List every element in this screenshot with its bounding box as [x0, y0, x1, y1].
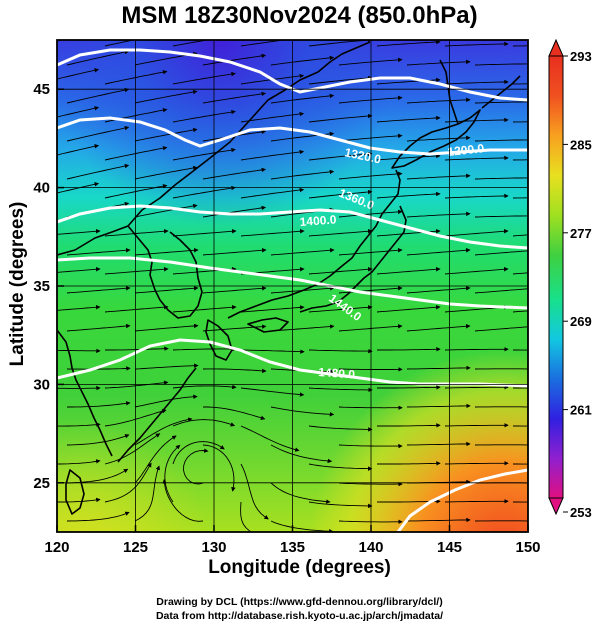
colorbar-label-253: 253 [570, 505, 592, 520]
y-tick-label-40: 40 [33, 180, 50, 197]
colorbar-label-261: 261 [570, 403, 592, 418]
x-tick-label-150: 150 [515, 539, 540, 556]
streamline-207 [543, 521, 599, 522]
y-axis-label: Latitude (degrees) [7, 174, 29, 394]
colorbar-label-277: 277 [570, 226, 592, 241]
colorbar-label-285: 285 [570, 137, 592, 152]
colorbar-bottom-triangle [549, 498, 563, 514]
y-tick-label-25: 25 [33, 475, 50, 492]
x-tick-label-120: 120 [44, 539, 69, 556]
x-tick-label-145: 145 [437, 539, 462, 556]
colorbar-top-triangle [549, 40, 563, 56]
credit-data: Data from http://database.rish.kyoto-u.a… [0, 610, 599, 622]
x-tick-label-125: 125 [123, 539, 148, 556]
colorbar-label-293: 293 [570, 49, 592, 64]
x-tick-label-140: 140 [358, 539, 383, 556]
y-tick-label-35: 35 [33, 278, 50, 295]
y-tick-label-45: 45 [33, 81, 50, 98]
contour-label-1400: 1400.0 [299, 212, 337, 229]
credit-drawing: Drawing by DCL (https://www.gfd-dennou.o… [0, 596, 599, 608]
y-tick-label-30: 30 [33, 376, 50, 393]
x-axis-label: Longitude (degrees) [0, 557, 599, 579]
colorbar: 293 285 277 269 261 253 [549, 40, 592, 520]
x-tick-label-130: 130 [201, 539, 226, 556]
x-tick-label-135: 135 [280, 539, 305, 556]
colorbar-ticks: 293 285 277 269 261 253 [563, 49, 592, 520]
colorbar-label-269: 269 [570, 314, 592, 329]
contour-label-1480: 1480.0 [318, 365, 356, 382]
